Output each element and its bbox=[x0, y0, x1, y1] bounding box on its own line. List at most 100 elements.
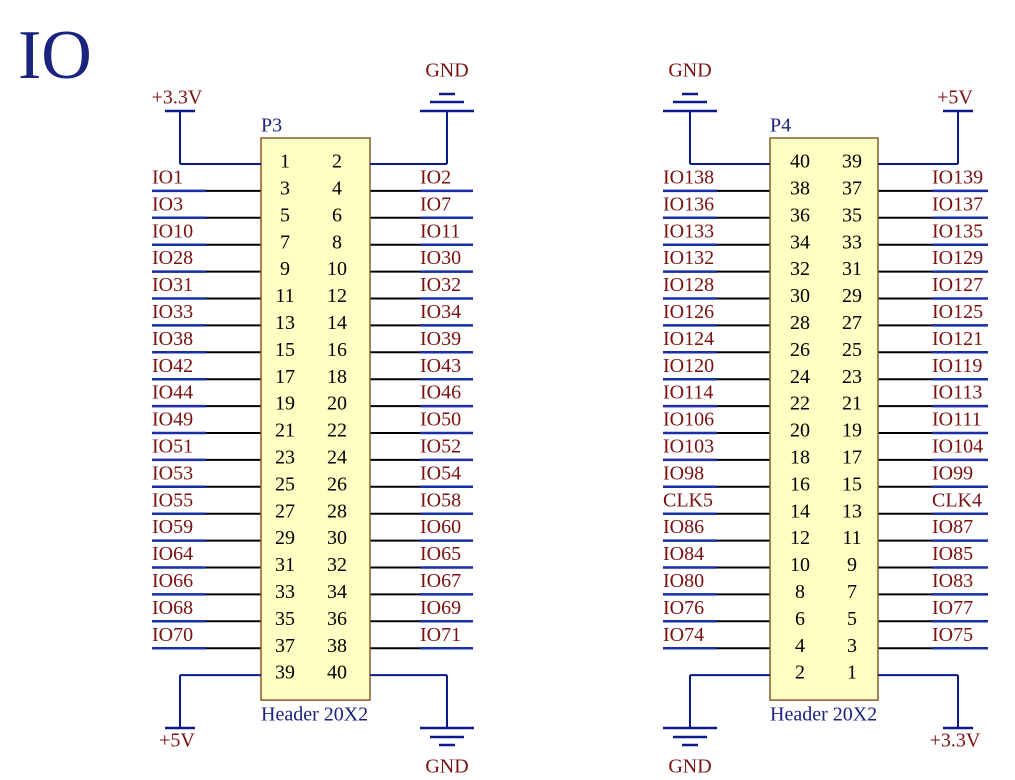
net-label: IO33 bbox=[152, 301, 193, 323]
net-label: IO77 bbox=[932, 597, 973, 619]
net-label: IO120 bbox=[663, 355, 714, 377]
pin-number: 32 bbox=[790, 258, 810, 280]
net-label: CLK5 bbox=[663, 489, 713, 511]
pin-number: 37 bbox=[275, 635, 295, 657]
pin-number: 2 bbox=[332, 151, 342, 173]
pin-number: 18 bbox=[790, 446, 810, 468]
net-label: IO50 bbox=[420, 409, 461, 431]
net-label: IO128 bbox=[663, 274, 714, 296]
net-label: IO76 bbox=[663, 597, 704, 619]
net-label: IO136 bbox=[663, 193, 714, 215]
pin-number: 25 bbox=[842, 339, 862, 361]
pin-number: 31 bbox=[275, 554, 295, 576]
net-label: IO55 bbox=[152, 489, 193, 511]
pin-number: 36 bbox=[327, 608, 347, 630]
pin-number: 2 bbox=[795, 662, 805, 684]
net-label: IO132 bbox=[663, 247, 714, 269]
net-label: IO127 bbox=[932, 274, 983, 296]
header-body bbox=[260, 137, 371, 701]
pin-number: 31 bbox=[842, 258, 862, 280]
power-label: GND bbox=[425, 756, 468, 778]
comment: Header 20X2 bbox=[770, 704, 877, 726]
net-label: IO75 bbox=[932, 624, 973, 646]
pin-number: 28 bbox=[327, 500, 347, 522]
net-label: IO65 bbox=[420, 543, 461, 565]
pin-number: 8 bbox=[332, 231, 342, 253]
pin-number: 33 bbox=[842, 231, 862, 253]
pin-number: 17 bbox=[842, 446, 862, 468]
pin-number: 17 bbox=[275, 366, 295, 388]
pin-number: 32 bbox=[327, 554, 347, 576]
pin-number: 29 bbox=[275, 527, 295, 549]
pin-number: 15 bbox=[842, 473, 862, 495]
pin-number: 3 bbox=[280, 177, 290, 199]
net-label: IO28 bbox=[152, 247, 193, 269]
pin-number: 30 bbox=[327, 527, 347, 549]
net-label: IO1 bbox=[152, 166, 183, 188]
net-label: IO138 bbox=[663, 166, 714, 188]
net-label: IO31 bbox=[152, 274, 193, 296]
pin-number: 18 bbox=[327, 366, 347, 388]
pin-number: 37 bbox=[842, 177, 862, 199]
pin-number: 3 bbox=[847, 635, 857, 657]
pin-number: 25 bbox=[275, 473, 295, 495]
net-label: IO119 bbox=[932, 355, 982, 377]
net-label: IO106 bbox=[663, 409, 714, 431]
pin-number: 19 bbox=[275, 393, 295, 415]
pin-number: 5 bbox=[280, 204, 290, 226]
comment: Header 20X2 bbox=[261, 704, 368, 726]
net-label: IO125 bbox=[932, 301, 983, 323]
net-label: IO126 bbox=[663, 301, 714, 323]
net-label: IO87 bbox=[932, 516, 973, 538]
pin-number: 10 bbox=[327, 258, 347, 280]
pin-number: 1 bbox=[847, 662, 857, 684]
net-label: IO98 bbox=[663, 462, 704, 484]
net-label: IO114 bbox=[663, 382, 713, 404]
pin-number: 27 bbox=[275, 500, 295, 522]
pin-number: 35 bbox=[842, 204, 862, 226]
net-label: IO30 bbox=[420, 247, 461, 269]
pin-number: 15 bbox=[275, 339, 295, 361]
pin-number: 14 bbox=[327, 312, 347, 334]
pin-number: 20 bbox=[327, 393, 347, 415]
net-label: IO85 bbox=[932, 543, 973, 565]
net-label: IO54 bbox=[420, 462, 461, 484]
pin-number: 11 bbox=[842, 527, 861, 549]
pin-number: 28 bbox=[790, 312, 810, 334]
pin-number: 36 bbox=[790, 204, 810, 226]
net-label: IO53 bbox=[152, 462, 193, 484]
power-label: +3.3V bbox=[930, 730, 981, 752]
pin-number: 24 bbox=[790, 366, 810, 388]
pin-number: 22 bbox=[790, 393, 810, 415]
net-label: IO11 bbox=[420, 220, 460, 242]
net-label: IO51 bbox=[152, 435, 193, 457]
pin-number: 39 bbox=[842, 151, 862, 173]
net-label: IO86 bbox=[663, 516, 704, 538]
header-body bbox=[769, 137, 879, 701]
pin-number: 12 bbox=[327, 285, 347, 307]
pin-number: 11 bbox=[275, 285, 294, 307]
power-label: +3.3V bbox=[152, 87, 203, 109]
net-label: IO111 bbox=[932, 409, 982, 431]
pin-number: 21 bbox=[842, 393, 862, 415]
net-label: CLK4 bbox=[932, 489, 982, 511]
pin-number: 7 bbox=[280, 231, 290, 253]
pin-number: 38 bbox=[327, 635, 347, 657]
net-label: IO104 bbox=[932, 435, 983, 457]
designator: P4 bbox=[770, 115, 791, 137]
pin-number: 26 bbox=[790, 339, 810, 361]
net-label: IO121 bbox=[932, 328, 983, 350]
pin-number: 39 bbox=[275, 662, 295, 684]
pin-number: 22 bbox=[327, 420, 347, 442]
net-label: IO7 bbox=[420, 193, 451, 215]
pin-number: 9 bbox=[280, 258, 290, 280]
pin-number: 4 bbox=[795, 635, 805, 657]
designator: P3 bbox=[261, 115, 282, 137]
net-label: IO71 bbox=[420, 624, 461, 646]
net-label: IO10 bbox=[152, 220, 193, 242]
pin-number: 10 bbox=[790, 554, 810, 576]
net-label: IO137 bbox=[932, 193, 983, 215]
net-label: IO46 bbox=[420, 382, 461, 404]
net-label: IO38 bbox=[152, 328, 193, 350]
power-label: GND bbox=[425, 60, 468, 82]
